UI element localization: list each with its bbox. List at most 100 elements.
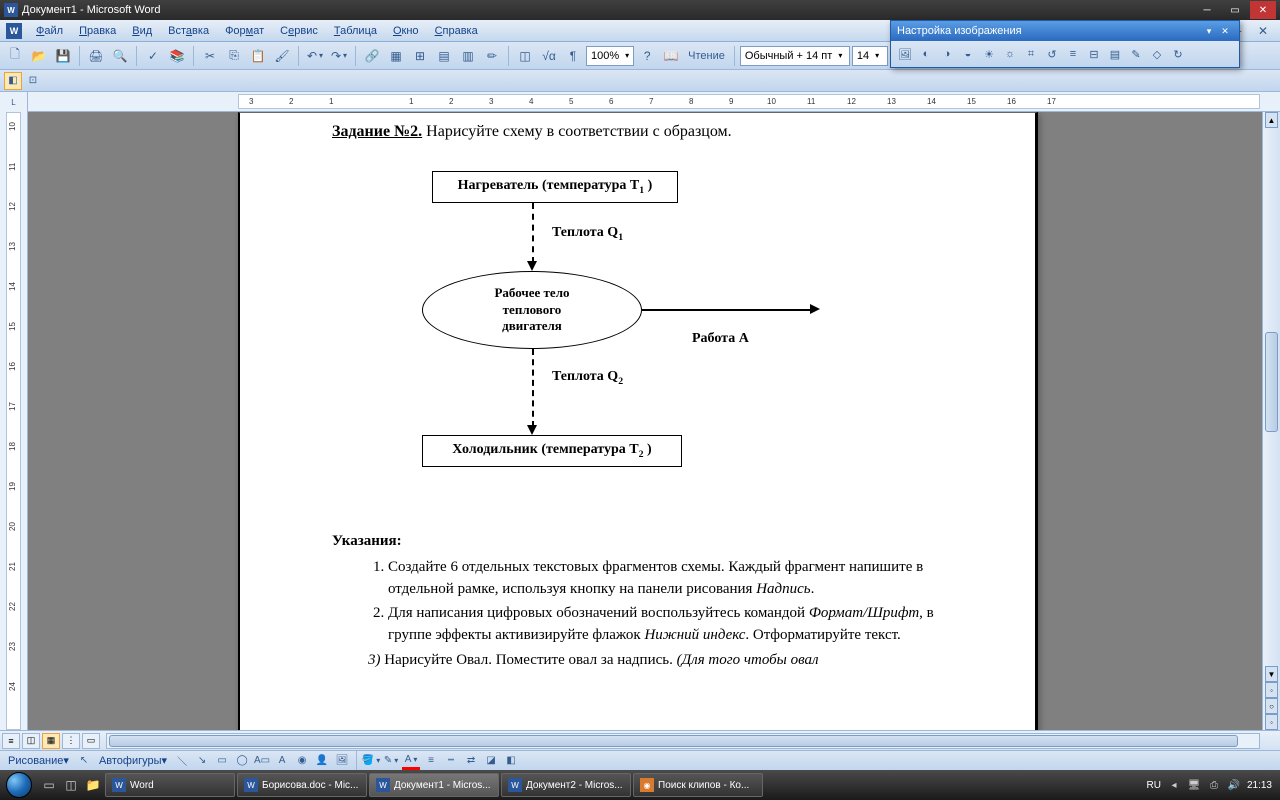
final-view-icon[interactable]: ◧ [4, 72, 22, 90]
show-marks-icon[interactable]: ¶ [562, 45, 584, 67]
reading-view-button[interactable]: ▭ [82, 733, 100, 749]
menu-view[interactable]: Вид [124, 23, 160, 39]
shadow-icon[interactable]: ◪ [482, 752, 500, 770]
style-combo[interactable]: Обычный + 14 пт▾ [740, 46, 850, 66]
task-doc1[interactable]: WДокумент1 - Micros... [369, 773, 499, 797]
ql-folder-icon[interactable]: 📁 [82, 773, 104, 797]
prev-page-button[interactable]: ◦ [1265, 682, 1278, 698]
redo-icon[interactable]: ↷▾ [328, 45, 350, 67]
new-doc-icon[interactable]: 🗋 [4, 45, 26, 67]
tray-lang[interactable]: RU [1147, 780, 1161, 791]
drawing-icon[interactable]: ✏ [481, 45, 503, 67]
scroll-thumb[interactable] [1265, 332, 1278, 432]
next-page-button[interactable]: ◦ [1265, 714, 1278, 730]
tray-time[interactable]: 21:13 [1247, 780, 1272, 791]
diagram-icon[interactable]: ◉ [293, 752, 311, 770]
minimize-button[interactable]: ─ [1194, 1, 1220, 19]
maximize-button[interactable]: ▭ [1222, 1, 1248, 19]
equation-icon[interactable]: √α [538, 45, 560, 67]
line-style-float-icon[interactable]: ≡ [1063, 44, 1083, 64]
docmap-icon[interactable]: ◫ [514, 45, 536, 67]
scroll-down-button[interactable]: ▼ [1265, 666, 1278, 682]
rectangle-icon[interactable]: ▭ [213, 752, 231, 770]
ruler-corner[interactable]: L [0, 92, 28, 112]
spell-icon[interactable]: ✓ [142, 45, 164, 67]
print-view-button[interactable]: ▦ [42, 733, 60, 749]
format-object-icon[interactable]: ✎ [1126, 44, 1146, 64]
tray-volume-icon[interactable]: 🔊 [1227, 778, 1241, 792]
arrow-icon[interactable]: ↘ [193, 752, 211, 770]
menu-window[interactable]: Окно [385, 23, 427, 39]
tray-display-icon[interactable]: 🖥 [1187, 778, 1201, 792]
close-button[interactable]: ✕ [1250, 1, 1276, 19]
start-button[interactable] [0, 770, 38, 800]
menu-format[interactable]: Формат [217, 23, 272, 39]
task-word[interactable]: WWord [105, 773, 235, 797]
outline-view-button[interactable]: ⋮ [62, 733, 80, 749]
3d-icon[interactable]: ◧ [502, 752, 520, 770]
more-contrast-icon[interactable]: ◑ [937, 44, 957, 64]
oval-icon[interactable]: ◯ [233, 752, 251, 770]
horizontal-scrollbar[interactable] [106, 733, 1260, 749]
tray-arrow-icon[interactable]: ◂ [1167, 778, 1181, 792]
copy-icon[interactable]: ⎘ [223, 45, 245, 67]
help-icon[interactable]: ? [636, 45, 658, 67]
columns-icon[interactable]: ▥ [457, 45, 479, 67]
clipart-icon[interactable]: 👤 [313, 752, 331, 770]
ql-desktop-icon[interactable]: ▭ [38, 773, 60, 797]
task-clips[interactable]: ◉Поиск клипов - Ко... [633, 773, 763, 797]
select-objects-icon[interactable]: ↖ [75, 752, 93, 770]
secondary-tb-icon[interactable]: ⊡ [24, 72, 42, 90]
hyperlink-icon[interactable]: 🔗 [361, 45, 383, 67]
less-contrast-icon[interactable]: ◒ [958, 44, 978, 64]
web-view-button[interactable]: ◫ [22, 733, 40, 749]
less-brightness-icon[interactable]: ☼ [1000, 44, 1020, 64]
reading-icon[interactable]: 📖 [660, 45, 682, 67]
doc-close-x[interactable]: ✕ [1252, 20, 1274, 42]
line-color-icon[interactable]: ✎▾ [382, 752, 400, 770]
rotate-left-icon[interactable]: ↺ [1042, 44, 1062, 64]
task-doc2[interactable]: WДокумент2 - Micros... [501, 773, 631, 797]
fill-color-icon[interactable]: 🪣▾ [362, 752, 380, 770]
color-icon[interactable]: ◐ [916, 44, 936, 64]
ql-switch-icon[interactable]: ◫ [60, 773, 82, 797]
preview-icon[interactable]: 🔍 [109, 45, 131, 67]
browse-object-button[interactable]: ○ [1265, 698, 1278, 714]
line-style-icon[interactable]: ≡ [422, 752, 440, 770]
more-brightness-icon[interactable]: ☀ [979, 44, 999, 64]
transparent-icon[interactable]: ◇ [1147, 44, 1167, 64]
menu-edit[interactable]: Правка [71, 23, 124, 39]
print-icon[interactable]: 🖨 [85, 45, 107, 67]
document-area[interactable]: Задание №2. Нарисуйте схему в соответств… [28, 112, 1262, 730]
save-icon[interactable]: 💾 [52, 45, 74, 67]
open-icon[interactable]: 📂 [28, 45, 50, 67]
autoshapes-menu[interactable]: Автофигуры▾ [95, 754, 171, 767]
text-wrap-icon[interactable]: ▤ [1105, 44, 1125, 64]
research-icon[interactable]: 📚 [166, 45, 188, 67]
crop-icon[interactable]: ⌗ [1021, 44, 1041, 64]
cut-icon[interactable]: ✂ [199, 45, 221, 67]
insert-table-icon[interactable]: ⊞ [409, 45, 431, 67]
tables-borders-icon[interactable]: ▦ [385, 45, 407, 67]
menu-help[interactable]: Справка [427, 23, 486, 39]
hscroll-thumb[interactable] [109, 735, 1238, 747]
format-painter-icon[interactable]: 🖌 [271, 45, 293, 67]
menu-service[interactable]: Сервис [272, 23, 326, 39]
compress-icon[interactable]: ⊟ [1084, 44, 1104, 64]
dash-style-icon[interactable]: ┅ [442, 752, 460, 770]
undo-icon[interactable]: ↶▾ [304, 45, 326, 67]
menu-insert[interactable]: Вставка [160, 23, 217, 39]
hruler-strip[interactable]: 3 2 1 1 2 3 4 5 6 7 8 9 10 11 12 13 14 1… [238, 94, 1260, 109]
vertical-ruler[interactable]: 10 11 12 13 14 15 16 17 18 19 20 21 22 2… [0, 112, 28, 730]
reset-picture-icon[interactable]: ↻ [1168, 44, 1188, 64]
menu-file[interactable]: Файл [28, 23, 71, 39]
float-close-button[interactable]: ✕ [1217, 24, 1233, 38]
wordart-icon[interactable]: A [273, 752, 291, 770]
scroll-up-button[interactable]: ▲ [1265, 112, 1278, 128]
excel-icon[interactable]: ▤ [433, 45, 455, 67]
arrow-style-icon[interactable]: ⇄ [462, 752, 480, 770]
textbox-icon[interactable]: A▭ [253, 752, 271, 770]
image-settings-toolbar[interactable]: Настройка изображения ▾ ✕ 🖼 ◐ ◑ ◒ ☀ ☼ ⌗ … [890, 20, 1240, 68]
insert-picture-icon[interactable]: 🖼 [895, 44, 915, 64]
menu-table[interactable]: Таблица [326, 23, 385, 39]
